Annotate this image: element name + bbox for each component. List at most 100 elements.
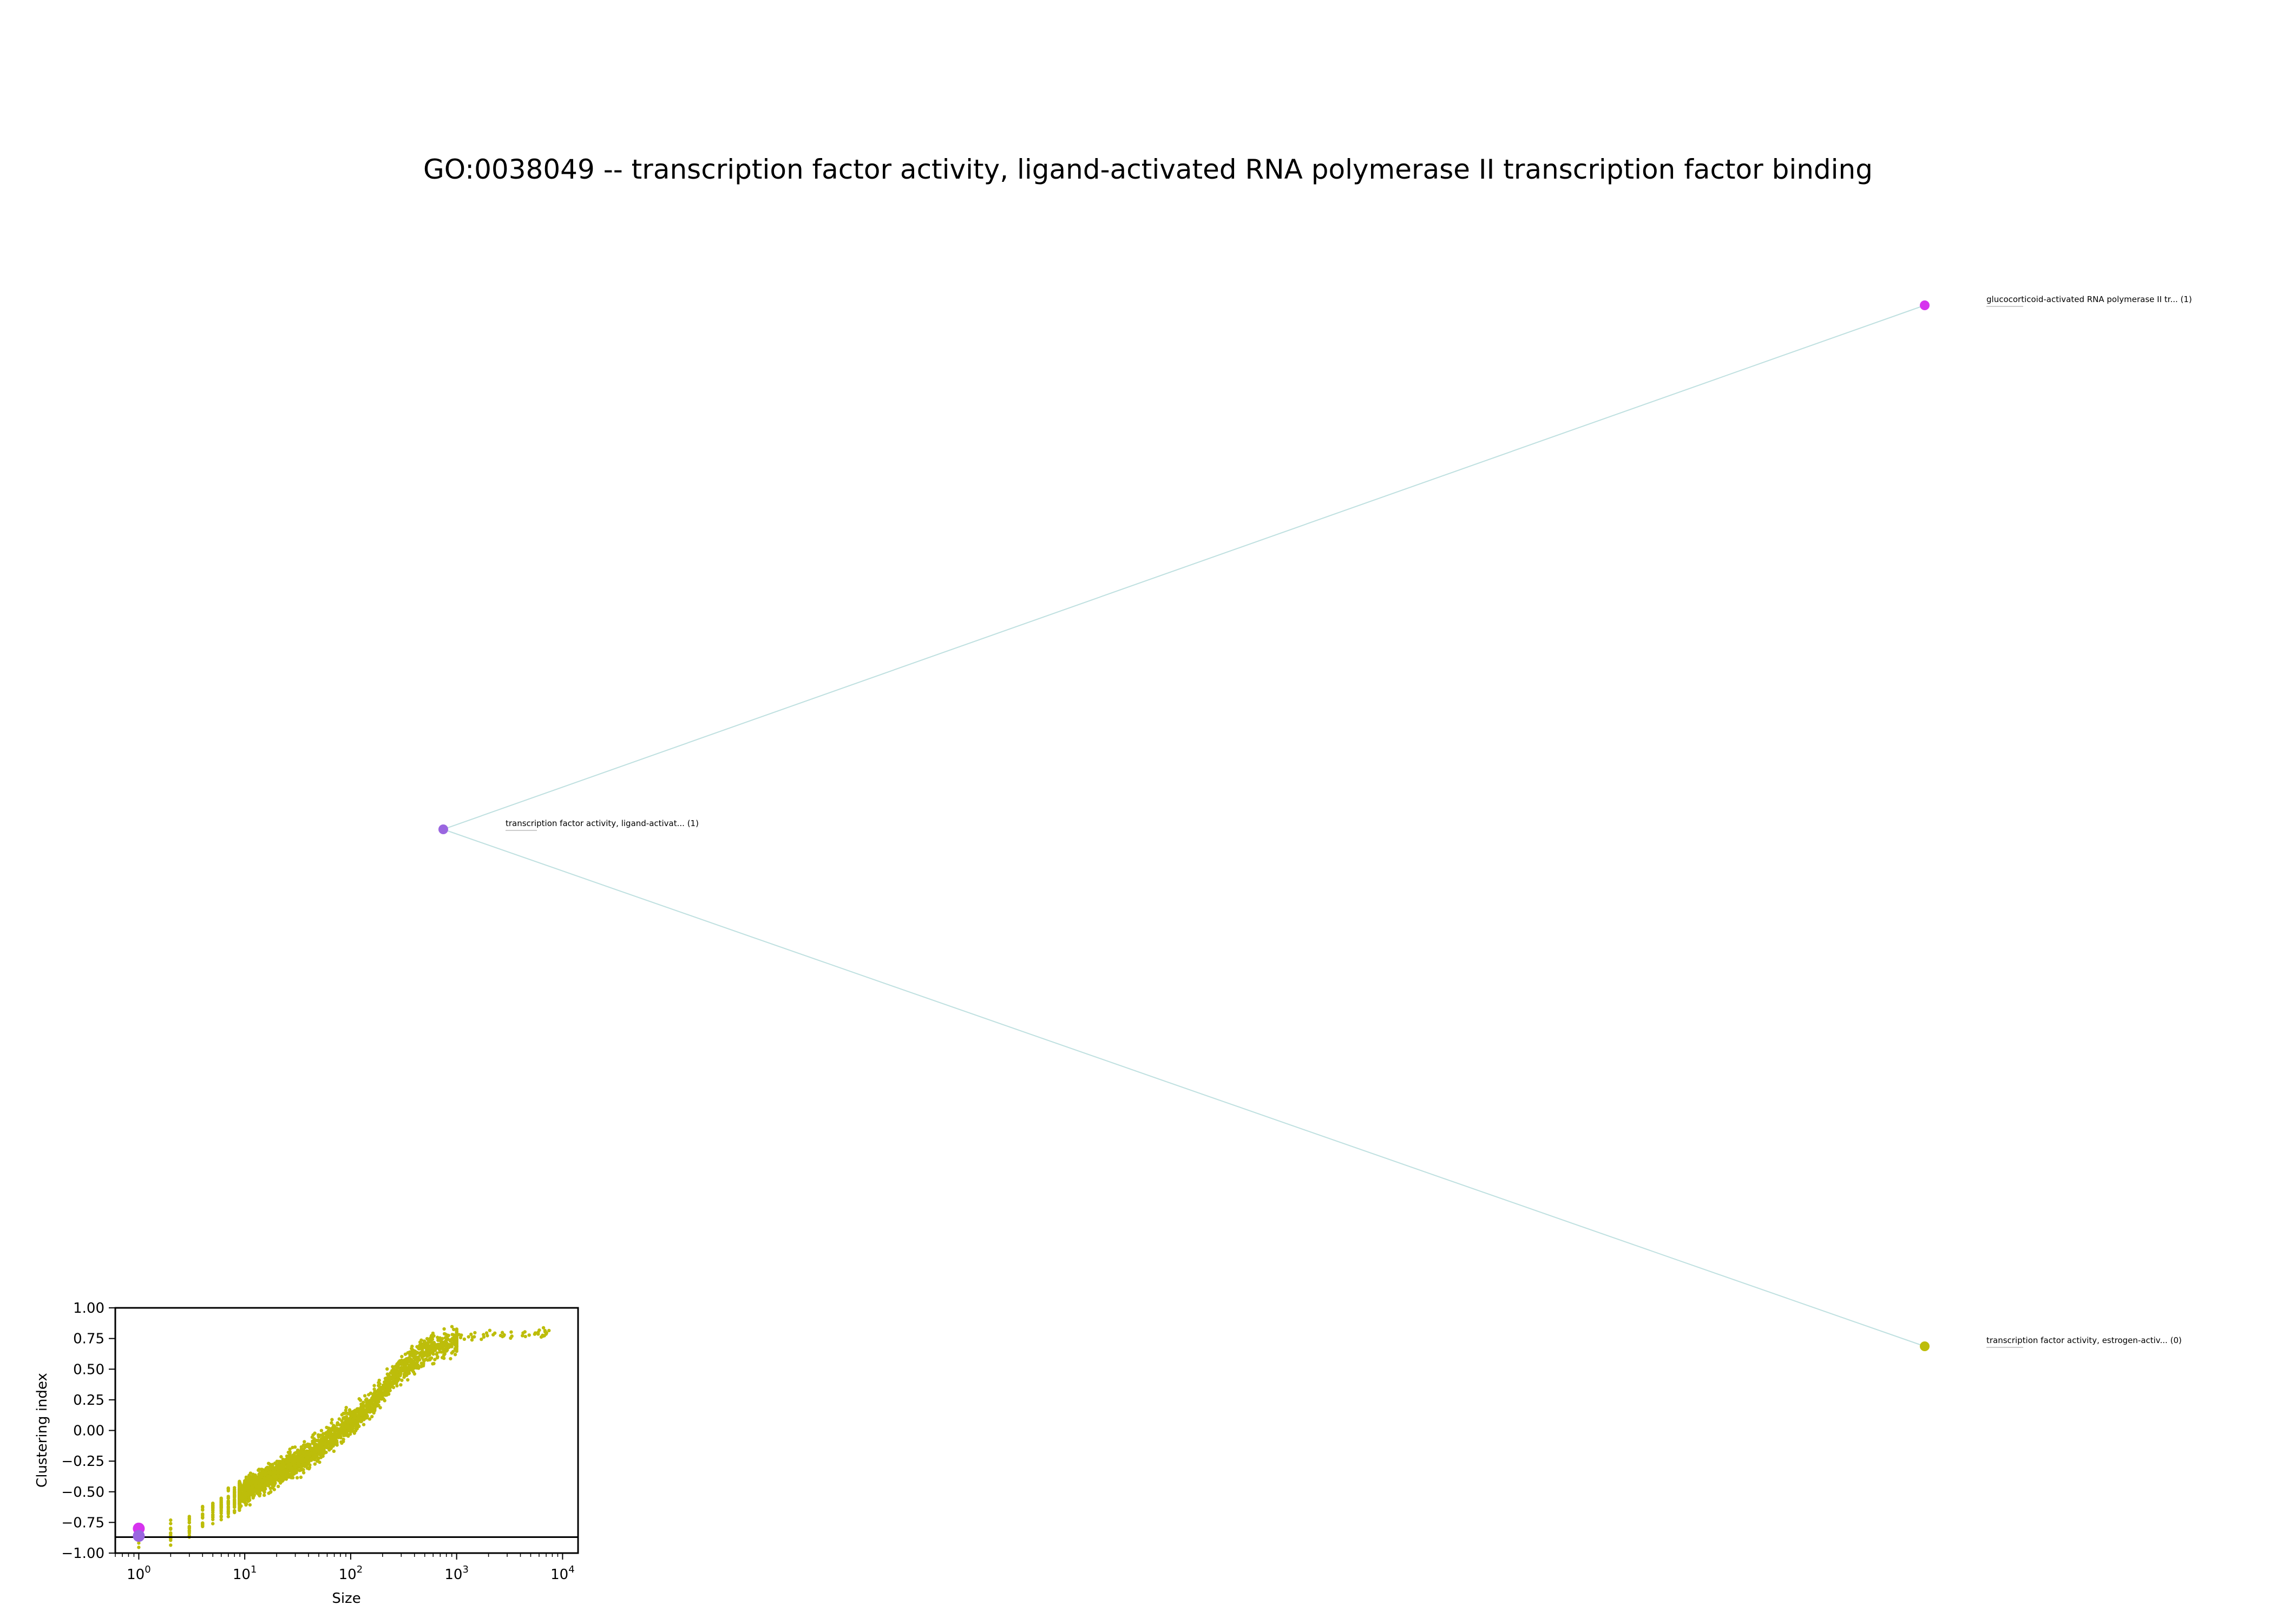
scatter-point [388, 1380, 391, 1384]
scatter-point [211, 1517, 215, 1522]
scatter-point [309, 1448, 312, 1452]
scatter-point [377, 1380, 381, 1385]
scatter-point [395, 1363, 399, 1367]
scatter-point [308, 1463, 312, 1467]
scatter-point [322, 1432, 325, 1436]
scatter-point [509, 1330, 513, 1334]
scatter-point [169, 1543, 173, 1547]
scatter-point [226, 1503, 230, 1507]
scatter-point [400, 1354, 404, 1359]
scatter-point [252, 1478, 256, 1482]
scatter-point [455, 1334, 458, 1338]
scatter-point [255, 1490, 259, 1494]
scatter-point [435, 1355, 439, 1360]
scatter-point [349, 1410, 353, 1414]
scatter-point [398, 1373, 402, 1377]
scatter-point [428, 1340, 432, 1344]
graph-edge [443, 305, 1925, 830]
scatter-point [324, 1432, 328, 1436]
scatter-point [329, 1440, 333, 1444]
highlighted-points [133, 1522, 145, 1542]
scatter-point [421, 1342, 425, 1346]
scatter-point [370, 1415, 374, 1418]
scatter-point [443, 1343, 447, 1346]
scatter-point [293, 1458, 297, 1462]
scatter-point [324, 1438, 328, 1442]
scatter-point [453, 1353, 457, 1357]
scatter-point [482, 1335, 486, 1339]
scatter-point [187, 1526, 191, 1530]
scatter-point [379, 1397, 383, 1401]
scatter-point [293, 1445, 297, 1449]
scatter-point [233, 1509, 237, 1512]
scatter-point [284, 1477, 288, 1481]
scatter-point [358, 1398, 363, 1402]
scatter-point [480, 1337, 483, 1341]
scatter-point [246, 1483, 250, 1487]
scatter-point [339, 1435, 343, 1438]
scatter-point [390, 1376, 395, 1380]
scatter-point [315, 1454, 319, 1458]
scatter-point [201, 1521, 205, 1525]
scatter-point [502, 1334, 506, 1338]
scatter-point [521, 1334, 524, 1338]
scatter-point [412, 1366, 417, 1370]
scatter-point [201, 1516, 205, 1520]
scatter-point [344, 1406, 348, 1410]
scatter-point [434, 1345, 438, 1349]
scatter-point [276, 1484, 280, 1488]
scatter-point [484, 1331, 489, 1335]
scatter-point [169, 1531, 173, 1535]
scatter-point [280, 1461, 285, 1464]
scatter-point [279, 1476, 283, 1480]
scatter-point [435, 1351, 439, 1355]
scatter-point [385, 1378, 389, 1382]
scatter-point [416, 1356, 420, 1360]
scatter-point [238, 1499, 241, 1504]
scatter-point [372, 1397, 376, 1401]
y-tick-label: 0.00 [73, 1423, 104, 1439]
scatter-point [211, 1510, 215, 1514]
scatter-point [306, 1442, 310, 1446]
scatter-point [399, 1383, 403, 1387]
graph-node-estrogen[interactable] [1920, 1341, 1930, 1351]
scatter-point [137, 1541, 141, 1545]
scatter-point [536, 1332, 540, 1336]
scatter-point [259, 1474, 263, 1478]
scatter-point [340, 1441, 344, 1445]
scatter-point [330, 1421, 333, 1425]
scatter-point [169, 1527, 173, 1531]
scatter-point [453, 1340, 457, 1344]
scatter-point [294, 1464, 298, 1468]
scatter-point [409, 1352, 413, 1357]
scatter-point [393, 1380, 397, 1384]
scatter-point [452, 1327, 456, 1332]
scatter-point [493, 1331, 497, 1335]
scatter-point [425, 1348, 429, 1352]
scatter-point [219, 1514, 223, 1518]
scatter-point [369, 1402, 373, 1405]
scatter-point [372, 1384, 376, 1387]
scatter-point [281, 1469, 286, 1474]
scatter-point [527, 1333, 531, 1337]
graph-node-root[interactable] [438, 824, 448, 834]
scatter-point [336, 1421, 339, 1425]
scatter-point [211, 1504, 215, 1508]
scatter-point [365, 1416, 369, 1420]
graph-node-glucocorticoid[interactable] [1920, 300, 1930, 310]
scatter-point [263, 1493, 266, 1497]
scatter-point [409, 1358, 413, 1361]
x-tick-label: 104 [550, 1564, 575, 1583]
scatter-point [292, 1470, 296, 1474]
scatter-point [401, 1359, 404, 1363]
scatter-point [365, 1407, 369, 1411]
scatter-point [332, 1425, 336, 1429]
scatter-point [243, 1498, 247, 1503]
scatter-point [327, 1448, 331, 1452]
scatter-point [469, 1332, 473, 1336]
scatter-point [412, 1356, 416, 1360]
scatter-point [388, 1389, 392, 1392]
y-axis-label: Clustering index [34, 1373, 50, 1488]
scatter-point [432, 1349, 436, 1353]
scatter-point [379, 1389, 383, 1393]
